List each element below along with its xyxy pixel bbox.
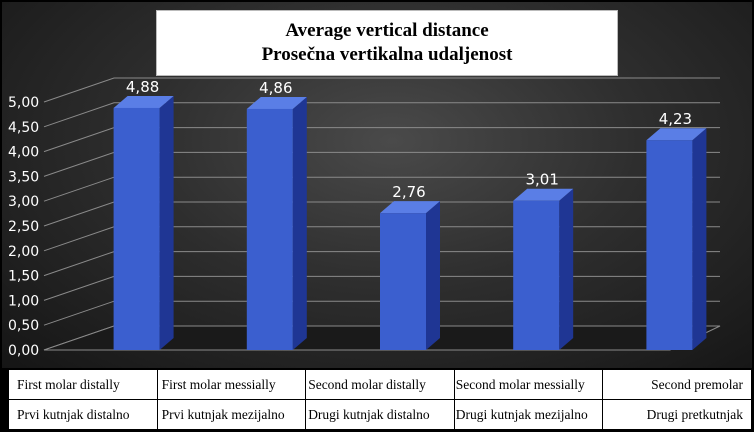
bar-top — [246, 96, 307, 109]
category-label: Drugi pretkutnjak — [602, 399, 752, 430]
y-tick-label: 1,50 — [8, 269, 39, 285]
y-tick-label: 2,00 — [8, 244, 39, 260]
gridline — [43, 102, 720, 128]
bar — [513, 200, 560, 350]
category-label: Second molar messially — [453, 369, 604, 400]
data-label: 3,01 — [525, 171, 558, 189]
bar — [246, 108, 293, 350]
bar-side — [692, 128, 707, 350]
category-label: Prvi kutnjak distalno — [8, 399, 158, 430]
bars — [113, 95, 707, 351]
y-axis-ticks: 0,00 0,50 1,00 1,50 2,00 2,50 3,00 3,50 4,00 4,50… — [8, 95, 39, 359]
data-label: 2,76 — [392, 183, 425, 201]
category-label: Drugi kutnjak mezijalno — [453, 399, 604, 430]
bar-side — [426, 201, 440, 350]
bar-side — [159, 95, 174, 351]
y-tick-label: 3,50 — [8, 169, 39, 185]
y-tick-label: 1,00 — [8, 293, 39, 309]
bar-top — [513, 188, 574, 201]
bar-side — [559, 188, 574, 350]
category-label: Prvi kutnjak mezijalno — [156, 399, 307, 430]
bar-side — [292, 96, 307, 350]
bar — [113, 107, 160, 351]
bar-top — [113, 95, 174, 108]
y-tick-label: 4,00 — [8, 145, 39, 161]
category-label: Second molar distally — [305, 369, 455, 400]
chart-title-box: Average vertical distance Prosečna verti… — [156, 10, 618, 76]
gridline — [43, 77, 720, 103]
category-label: First molar distally — [8, 369, 158, 400]
data-labels: 4,88 4,86 2,76 3,01 4,23 — [126, 78, 692, 201]
y-tick-label: 4,50 — [8, 120, 39, 136]
category-row-english: First molar distally First molar messial… — [8, 369, 752, 400]
category-row-serbian: Prvi kutnjak distalno Prvi kutnjak mezij… — [8, 399, 752, 430]
y-tick-label: 5,00 — [8, 95, 39, 111]
data-label: 4,86 — [259, 79, 292, 97]
bar-top — [646, 128, 707, 141]
chart-title: Average vertical distance — [285, 20, 489, 41]
category-label: Drugi kutnjak distalno — [305, 399, 455, 430]
category-label-table: First molar distally First molar messial… — [8, 369, 752, 430]
y-tick-label: 0,50 — [8, 318, 39, 334]
data-label: 4,23 — [659, 110, 692, 128]
chart-subtitle: Prosečna vertikalna udaljenost — [261, 44, 513, 65]
bar — [380, 213, 426, 350]
y-tick-label: 0,00 — [8, 343, 39, 359]
data-label: 4,88 — [126, 78, 159, 96]
bar-top — [380, 201, 440, 214]
category-label: Second premolar — [602, 369, 752, 400]
bar — [646, 140, 693, 350]
y-tick-label: 3,00 — [8, 194, 39, 210]
y-tick-label: 2,50 — [8, 219, 39, 235]
category-label: First molar messially — [156, 369, 307, 400]
